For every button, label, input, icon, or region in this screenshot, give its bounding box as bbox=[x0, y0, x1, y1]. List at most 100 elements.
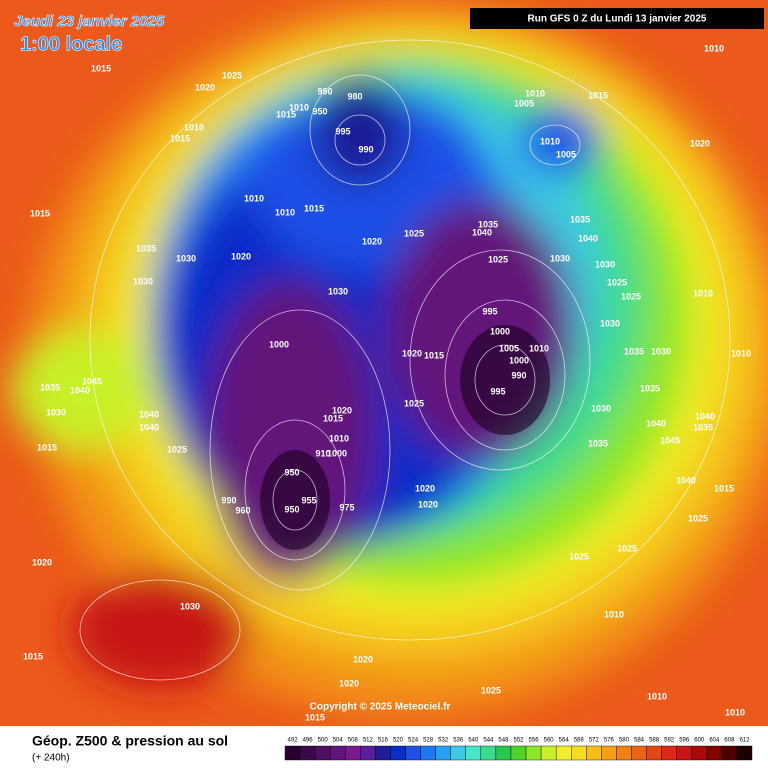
isobar-label: 1020 bbox=[690, 138, 710, 148]
isobar-label: 1005 bbox=[499, 343, 519, 353]
scale-label: 608 bbox=[724, 738, 735, 744]
scale-swatch bbox=[616, 745, 632, 761]
isobar-label: 950 bbox=[284, 504, 299, 514]
isobar-label: 990 bbox=[511, 370, 526, 380]
scale-label: 584 bbox=[634, 738, 645, 744]
isobar-label: 990 bbox=[221, 495, 236, 505]
scale-label: 500 bbox=[318, 738, 329, 744]
scale-label: 492 bbox=[288, 738, 299, 744]
scale-label: 612 bbox=[739, 738, 750, 744]
isobar-label: 1005 bbox=[514, 98, 534, 108]
isobar-label: 960 bbox=[235, 505, 250, 515]
isobar-label: 1020 bbox=[332, 405, 352, 415]
forecast-step: (+ 240h) bbox=[32, 753, 70, 764]
scale-label: 568 bbox=[574, 738, 585, 744]
run-info: Run GFS 0 Z du Lundi 13 janvier 2025 bbox=[528, 14, 707, 25]
scale-label: 604 bbox=[709, 738, 720, 744]
isobar-label: 1040 bbox=[472, 227, 492, 237]
isobar-label: 995 bbox=[490, 386, 505, 396]
isobar-label: 1025 bbox=[481, 685, 501, 695]
scale-swatch bbox=[450, 745, 466, 761]
isobar-label: 1010 bbox=[184, 122, 204, 132]
scale-label: 532 bbox=[438, 738, 449, 744]
isobar-label: 990 bbox=[358, 144, 373, 154]
isobar-label: 1025 bbox=[607, 277, 627, 287]
isobar-label: 1020 bbox=[362, 236, 382, 246]
field-title: Géop. Z500 & pression au sol bbox=[32, 733, 228, 749]
isobar-label: 1020 bbox=[32, 557, 52, 567]
scale-label: 496 bbox=[303, 738, 314, 744]
scale-swatch bbox=[706, 745, 723, 761]
isobar-label: 1020 bbox=[418, 499, 438, 509]
scale-swatch bbox=[676, 745, 692, 761]
scale-swatch bbox=[495, 745, 512, 761]
scale-swatch bbox=[571, 745, 587, 761]
scale-label: 524 bbox=[408, 738, 419, 744]
isobar-label: 1030 bbox=[328, 286, 348, 296]
isobar-label: 1020 bbox=[195, 82, 215, 92]
isobar-label: 1010 bbox=[725, 707, 745, 717]
scale-swatch bbox=[540, 745, 557, 761]
isobar-label: 1025 bbox=[167, 444, 187, 454]
isobar-label: 1000 bbox=[269, 339, 289, 349]
isobar-label: 950 bbox=[284, 467, 299, 477]
scale-label: 600 bbox=[694, 738, 705, 744]
scale-swatch bbox=[314, 745, 331, 761]
run-box bbox=[470, 8, 764, 29]
isobar-label: 1010 bbox=[693, 288, 713, 298]
scale-label: 564 bbox=[559, 738, 570, 744]
isobar-label: 1010 bbox=[525, 88, 545, 98]
isobar-label: 910 bbox=[315, 448, 330, 458]
scale-swatch bbox=[299, 745, 316, 761]
isobar-label: 1010 bbox=[244, 193, 264, 203]
scale-label: 576 bbox=[604, 738, 615, 744]
isobar-label: 1040 bbox=[646, 418, 666, 428]
scale-swatch bbox=[721, 745, 738, 761]
isobar-label: 1015 bbox=[91, 63, 111, 73]
isobar-label: 1015 bbox=[23, 651, 43, 661]
scale-swatch bbox=[661, 745, 677, 761]
isobar-label: 1040 bbox=[139, 409, 159, 419]
isobar-label: 1035 bbox=[693, 422, 713, 432]
isobar-label: 1035 bbox=[136, 243, 156, 253]
scale-label: 536 bbox=[453, 738, 464, 744]
scale-swatch bbox=[586, 745, 602, 761]
local-time: 1:00 locale bbox=[20, 33, 122, 55]
isobar-label: 1015 bbox=[305, 712, 325, 722]
isobar-label: 955 bbox=[301, 495, 316, 505]
isobar-label: 1020 bbox=[415, 483, 435, 493]
isobar-label: 1015 bbox=[30, 208, 50, 218]
isobar-label: 1030 bbox=[600, 318, 620, 328]
isobar-label: 1040 bbox=[676, 475, 696, 485]
isobar-label: 1025 bbox=[404, 228, 424, 238]
isobar-label: 1010 bbox=[704, 43, 724, 53]
isobar-label: 1030 bbox=[133, 276, 153, 286]
isobar-label: 1025 bbox=[488, 254, 508, 264]
isobar-label: 1040 bbox=[578, 233, 598, 243]
isobar-label: 1010 bbox=[289, 102, 309, 112]
scale-label: 572 bbox=[589, 738, 600, 744]
isobar-label: 1010 bbox=[329, 433, 349, 443]
scale-label: 548 bbox=[498, 738, 509, 744]
scale-swatch bbox=[691, 745, 708, 761]
scale-label: 504 bbox=[333, 738, 344, 744]
scale-label: 592 bbox=[664, 738, 675, 744]
isobar-label: 1015 bbox=[304, 203, 324, 213]
isobar-label: 1000 bbox=[327, 448, 347, 458]
scale-label: 520 bbox=[393, 738, 404, 744]
isobar-label: 1020 bbox=[353, 654, 373, 664]
isobar-label: 1020 bbox=[231, 251, 251, 261]
isobar-label: 1030 bbox=[180, 601, 200, 611]
isobar-label: 1025 bbox=[621, 291, 641, 301]
isobar-label: 995 bbox=[335, 126, 350, 136]
field bbox=[0, 0, 768, 726]
isobar-label: 1030 bbox=[595, 259, 615, 269]
scale-label: 580 bbox=[619, 738, 630, 744]
scale-swatch bbox=[375, 745, 391, 761]
scale-label: 560 bbox=[544, 738, 555, 744]
scale-label: 528 bbox=[423, 738, 434, 744]
scale-swatch bbox=[646, 745, 662, 761]
isobar-label: 1025 bbox=[569, 551, 589, 561]
